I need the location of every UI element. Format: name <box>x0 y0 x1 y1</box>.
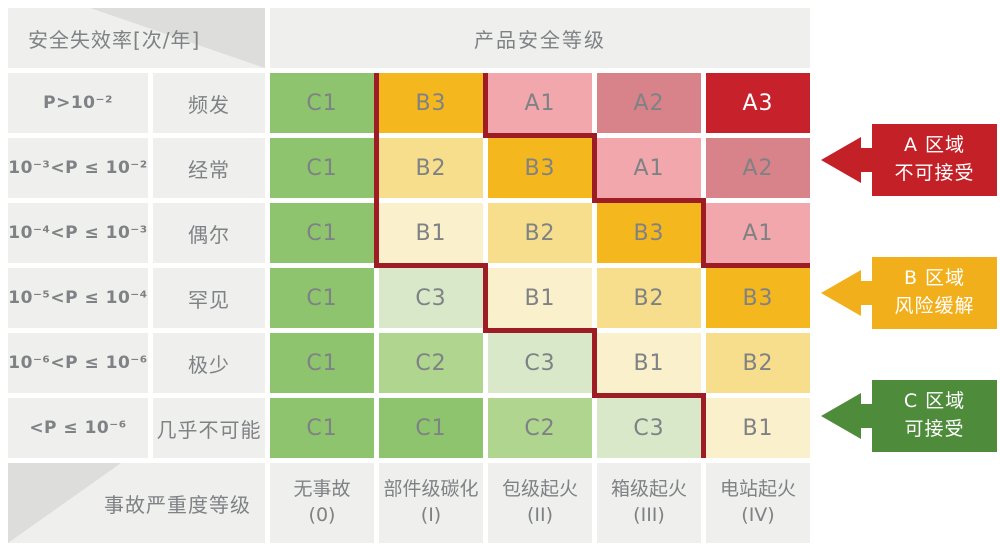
severity-grade: (I) <box>420 504 442 526</box>
zone-badge-line2: 风险缓解 <box>894 295 975 317</box>
frequency-label-row1: 频发 <box>153 73 265 133</box>
matrix-cell-r4c4-B2: B2 <box>597 268 701 328</box>
severity-name: 箱级起火 <box>610 478 687 501</box>
zone-boundary-A-h3 <box>701 263 810 268</box>
matrix-cell-r6c2-C1: C1 <box>379 398 483 458</box>
matrix-cell-r2c4-A1: A1 <box>597 138 701 198</box>
failure-rate-header-cell: 安全失效率[次/年] <box>8 8 265 68</box>
zone-arrow-icon <box>821 137 861 183</box>
zone-boundary-B-h3 <box>374 263 488 268</box>
frequency-label-row4: 罕见 <box>153 268 265 328</box>
severity-level-4: 箱级起火 (III) <box>597 463 701 543</box>
probability-label-row2: 10⁻³<P ≤ 10⁻² <box>8 138 148 198</box>
matrix-cell-r5c5-B2: B2 <box>706 333 810 393</box>
product-safety-header-cell: 产品安全等级 <box>270 8 810 68</box>
matrix-cell-r6c1-C1: C1 <box>270 398 374 458</box>
zone-boundary-A-h1 <box>483 133 597 138</box>
probability-label-row5: 10⁻⁶<P ≤ 10⁻⁶ <box>8 333 148 393</box>
severity-name: 包级起火 <box>501 478 578 501</box>
severity-name: 电站起火 <box>719 478 796 501</box>
zone-badge-box: C 区域可接受 <box>872 380 997 452</box>
matrix-cell-r4c2-C3: C3 <box>379 268 483 328</box>
matrix-cell-r5c2-C2: C2 <box>379 333 483 393</box>
matrix-cell-r4c5-B3: B3 <box>706 268 810 328</box>
zone-badge-box: A 区域不可接受 <box>872 124 997 196</box>
zone-boundary-B-h5 <box>592 393 706 398</box>
probability-label-row1: P>10⁻² <box>8 73 148 133</box>
zone-boundary-B-h4 <box>483 328 597 333</box>
matrix-cell-r3c5-A1: A1 <box>706 203 810 263</box>
zone-badge-box: B 区域风险缓解 <box>872 257 997 329</box>
severity-grade: (III) <box>633 504 665 526</box>
matrix-cell-r3c2-B1: B1 <box>379 203 483 263</box>
severity-level-2: 部件级碳化 (I) <box>379 463 483 543</box>
zone-badge-line1: C 区域 <box>903 390 966 413</box>
zone-arrow-icon <box>821 270 861 316</box>
frequency-label-row3: 偶尔 <box>153 203 265 263</box>
zone-boundary-B-v1 <box>374 73 379 138</box>
severity-level-5: 电站起火 (IV) <box>706 463 810 543</box>
severity-grade: (IV) <box>741 504 775 526</box>
matrix-cell-r3c3-B2: B2 <box>488 203 592 263</box>
matrix-cell-r3c1-C1: C1 <box>270 203 374 263</box>
matrix-cell-r1c1-C1: C1 <box>270 73 374 133</box>
matrix-cell-r6c5-B1: B1 <box>706 398 810 458</box>
matrix-cell-r1c5-A3: A3 <box>706 73 810 133</box>
frequency-label-row6: 几乎不可能 <box>153 398 265 458</box>
zone-arrow-icon <box>821 393 861 439</box>
zone-boundary-B-v2 <box>374 138 379 203</box>
matrix-cell-r2c2-B2: B2 <box>379 138 483 198</box>
zone-boundary-A-h2 <box>592 198 706 203</box>
zone-boundary-B-v3 <box>374 203 379 268</box>
severity-title: 事故严重度等级 <box>104 492 251 517</box>
probability-label-row6: <P ≤ 10⁻⁶ <box>8 398 148 458</box>
probability-label-row4: 10⁻⁵<P ≤ 10⁻⁴ <box>8 268 148 328</box>
probability-label-row3: 10⁻⁴<P ≤ 10⁻³ <box>8 203 148 263</box>
product-safety-title: 产品安全等级 <box>474 27 606 52</box>
matrix-cell-r4c1-C1: C1 <box>270 268 374 328</box>
severity-level-3: 包级起火 (II) <box>488 463 592 543</box>
matrix-cell-r2c1-C1: C1 <box>270 138 374 198</box>
matrix-cell-r1c4-A2: A2 <box>597 73 701 133</box>
severity-header-cell: 事故严重度等级 <box>8 463 265 543</box>
severity-grade: (II) <box>526 504 554 526</box>
matrix-cell-r6c3-C2: C2 <box>488 398 592 458</box>
zone-boundary-B-v5 <box>592 333 597 398</box>
matrix-cell-r6c4-C3: C3 <box>597 398 701 458</box>
matrix-cell-r5c1-C1: C1 <box>270 333 374 393</box>
failure-rate-title: 安全失效率[次/年] <box>28 27 201 52</box>
matrix-cell-r1c3-A1: A1 <box>488 73 592 133</box>
zone-badge-A: A 区域不可接受 <box>821 124 997 196</box>
matrix-cell-r1c2-B3: B3 <box>379 73 483 133</box>
zone-badge-B: B 区域风险缓解 <box>821 257 997 329</box>
zone-boundary-B-v6 <box>701 398 706 458</box>
matrix-cell-r5c4-B1: B1 <box>597 333 701 393</box>
zone-badge-line1: B 区域 <box>903 267 966 290</box>
severity-grade: (0) <box>308 504 336 526</box>
matrix-grid: C1 B3 A1 A2 A3 C1 B2 B3 A1 A2 C1 B1 B2 B3 A1 C1 C3 B1 B2 B3… <box>270 73 810 458</box>
zone-boundary-B-v4 <box>483 268 488 333</box>
matrix-cell-r2c5-A2: A2 <box>706 138 810 198</box>
frequency-label-row5: 极少 <box>153 333 265 393</box>
zone-boundary-A-v1 <box>483 73 488 138</box>
matrix-cell-r2c3-B3: B3 <box>488 138 592 198</box>
matrix-cell-r5c3-C3: C3 <box>488 333 592 393</box>
frequency-label-row2: 经常 <box>153 138 265 198</box>
zone-badge-line2: 不可接受 <box>894 162 975 184</box>
zone-badge-line1: A 区域 <box>903 134 966 157</box>
matrix-cell-r4c3-B1: B1 <box>488 268 592 328</box>
severity-name: 无事故 <box>293 478 351 501</box>
matrix-cell-r3c4-B3: B3 <box>597 203 701 263</box>
severity-level-1: 无事故 (0) <box>270 463 374 543</box>
zone-badge-line2: 可接受 <box>904 418 965 440</box>
zone-boundary-A-v3 <box>701 203 706 268</box>
zone-badge-C: C 区域可接受 <box>821 380 997 452</box>
severity-name: 部件级碳化 <box>383 478 479 501</box>
zone-boundary-A-v2 <box>592 138 597 203</box>
